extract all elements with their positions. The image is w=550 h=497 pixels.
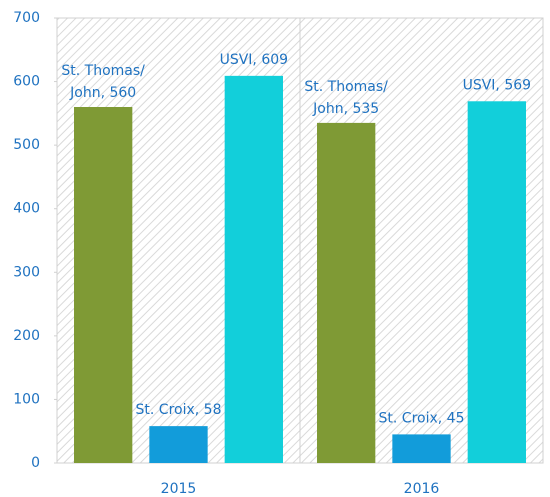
y-tick-label: 0	[31, 455, 40, 471]
data-label: St. Thomas/John, 560	[61, 63, 145, 101]
y-tick-label: 400	[13, 201, 40, 217]
y-tick-label: 100	[13, 391, 40, 407]
data-label: USVI, 569	[463, 77, 531, 93]
data-label: St. Croix, 45	[379, 410, 465, 426]
bar	[149, 426, 208, 463]
data-label-line: John, 535	[312, 101, 379, 117]
bar	[317, 122, 376, 464]
data-label-line: St. Thomas/	[304, 79, 388, 95]
bar	[74, 107, 133, 463]
data-label: USVI, 609	[220, 52, 288, 68]
x-tick-label: 2016	[404, 481, 440, 497]
data-label: St. Croix, 58	[136, 402, 222, 418]
data-label: St. Thomas/John, 535	[304, 79, 388, 117]
bar	[392, 434, 451, 463]
data-label-line: John, 560	[69, 85, 136, 101]
x-tick-label: 2015	[161, 481, 197, 497]
y-tick-label: 300	[13, 264, 40, 280]
y-tick-label: 600	[13, 74, 40, 90]
data-label-line: St. Thomas/	[61, 63, 145, 79]
bar	[224, 75, 283, 463]
y-tick-label: 500	[13, 137, 40, 153]
y-tick-label: 200	[13, 328, 40, 344]
y-tick-label: 700	[13, 10, 40, 26]
bar	[467, 101, 526, 464]
